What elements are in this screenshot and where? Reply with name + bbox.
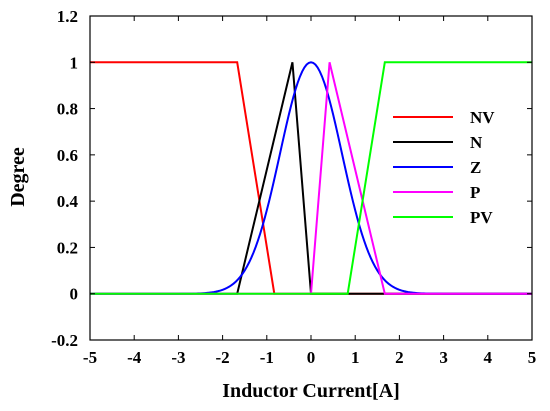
x-tick-label: -1 [260, 348, 274, 367]
x-tick-label: -3 [171, 348, 185, 367]
series-line-p [90, 62, 532, 295]
x-tick-label: 3 [439, 348, 448, 367]
x-tick-label: -4 [127, 348, 142, 367]
x-tick-label: 2 [395, 348, 404, 367]
x-tick-label: -2 [216, 348, 230, 367]
y-tick-label: -0.2 [51, 331, 78, 350]
y-tick-label: 0.4 [57, 192, 79, 211]
y-tick-label: 0.2 [57, 238, 78, 257]
x-tick-label: 0 [307, 348, 316, 367]
legend-label-p: P [470, 183, 480, 202]
legend-label-z: Z [470, 158, 481, 177]
series-line-nv [90, 61, 532, 295]
series-line-pv [90, 61, 532, 295]
plot-area: -5 -4 -3 -2 -1 0 1 2 3 4 5 -0.2 0 0.2 0.4 0.6 0.8 1 1.2 [51, 7, 536, 367]
series-line-n [90, 62, 532, 295]
y-tick-label: 0 [70, 285, 79, 304]
legend-label-nv: NV [470, 108, 495, 127]
y-tick-label: 0.8 [57, 100, 78, 119]
y-tick-label: 1.2 [57, 7, 78, 26]
legend-label-n: N [470, 133, 483, 152]
y-tick-label: 0.6 [57, 146, 78, 165]
legend: NV NZP PV [393, 108, 495, 227]
x-tick-label: 1 [351, 348, 360, 367]
legend-label-pv: PV [470, 208, 493, 227]
y-tick-label: 1 [70, 53, 79, 72]
x-tick-label: -5 [83, 348, 97, 367]
series-line-z [90, 61, 532, 295]
x-tick-label: 4 [484, 348, 493, 367]
x-tick-label: 5 [528, 348, 537, 367]
y-axis-title: Degree [7, 147, 29, 207]
x-axis-title: Inductor Current[A] [222, 380, 400, 402]
